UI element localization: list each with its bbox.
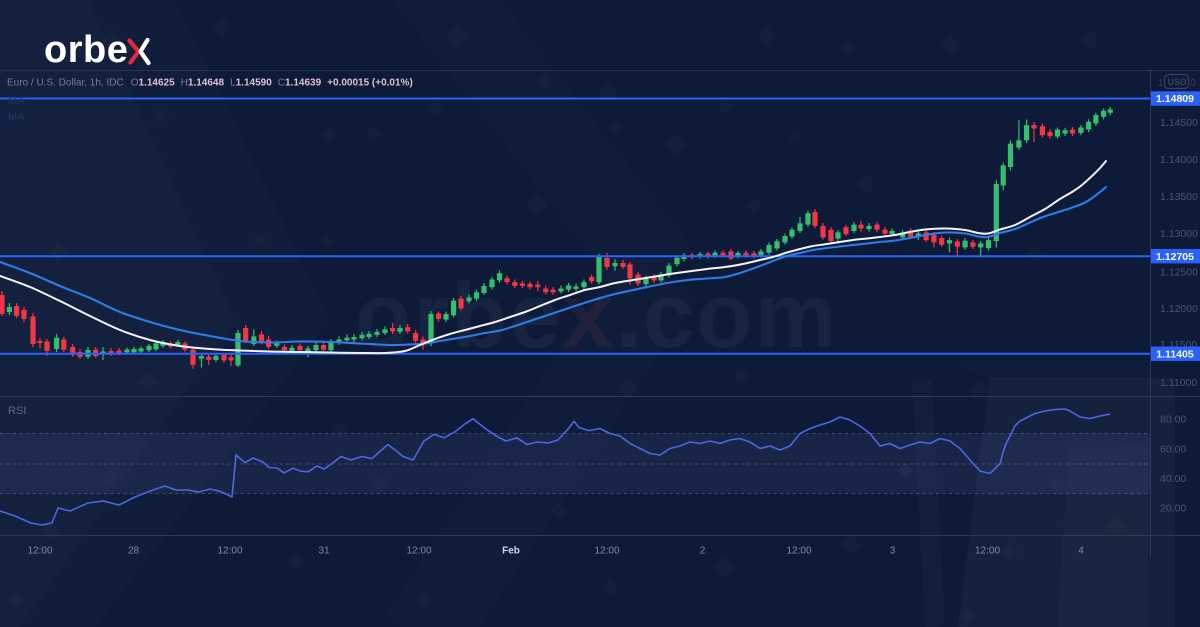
svg-text:1.12705: 1.12705 bbox=[1156, 251, 1194, 263]
svg-text:USD: USD bbox=[1168, 77, 1188, 87]
svg-text:12:00: 12:00 bbox=[786, 546, 811, 557]
svg-text:80.00: 80.00 bbox=[1160, 414, 1186, 426]
svg-text:1.14809: 1.14809 bbox=[1156, 93, 1194, 105]
svg-text:RSI: RSI bbox=[8, 405, 26, 417]
svg-text:orbe: orbe bbox=[44, 29, 128, 71]
svg-text:1.14000: 1.14000 bbox=[1160, 154, 1198, 166]
svg-text:1.13500: 1.13500 bbox=[1160, 191, 1198, 203]
svg-text:60.00: 60.00 bbox=[1160, 444, 1186, 456]
svg-text:1.12000: 1.12000 bbox=[1160, 303, 1198, 315]
svg-text:1.11405: 1.11405 bbox=[1156, 348, 1194, 360]
svg-text:12:00: 12:00 bbox=[406, 546, 431, 557]
svg-text:12:00: 12:00 bbox=[27, 546, 52, 557]
svg-text:4: 4 bbox=[1078, 546, 1084, 557]
svg-text:3: 3 bbox=[890, 546, 896, 557]
svg-text:2: 2 bbox=[700, 546, 706, 557]
svg-text:31: 31 bbox=[318, 546, 330, 557]
svg-text:orbex.com: orbex.com bbox=[355, 265, 838, 367]
svg-text:1: 1 bbox=[1158, 78, 1164, 89]
svg-text:40.00: 40.00 bbox=[1160, 473, 1186, 485]
svg-text:12:00: 12:00 bbox=[975, 546, 1000, 557]
svg-text:1.12500: 1.12500 bbox=[1160, 267, 1198, 279]
svg-text:28: 28 bbox=[128, 546, 140, 557]
svg-text:MA: MA bbox=[8, 111, 25, 123]
svg-text:MA: MA bbox=[8, 95, 25, 107]
svg-text:1.11000: 1.11000 bbox=[1160, 377, 1197, 389]
svg-text:12:00: 12:00 bbox=[594, 546, 619, 557]
svg-text:1.14500: 1.14500 bbox=[1160, 117, 1198, 129]
svg-text:Feb: Feb bbox=[502, 546, 520, 557]
svg-text:20.00: 20.00 bbox=[1160, 503, 1186, 515]
svg-text:12:00: 12:00 bbox=[217, 546, 242, 557]
svg-text:0: 0 bbox=[1190, 78, 1196, 89]
svg-text:1.13000: 1.13000 bbox=[1160, 228, 1198, 240]
